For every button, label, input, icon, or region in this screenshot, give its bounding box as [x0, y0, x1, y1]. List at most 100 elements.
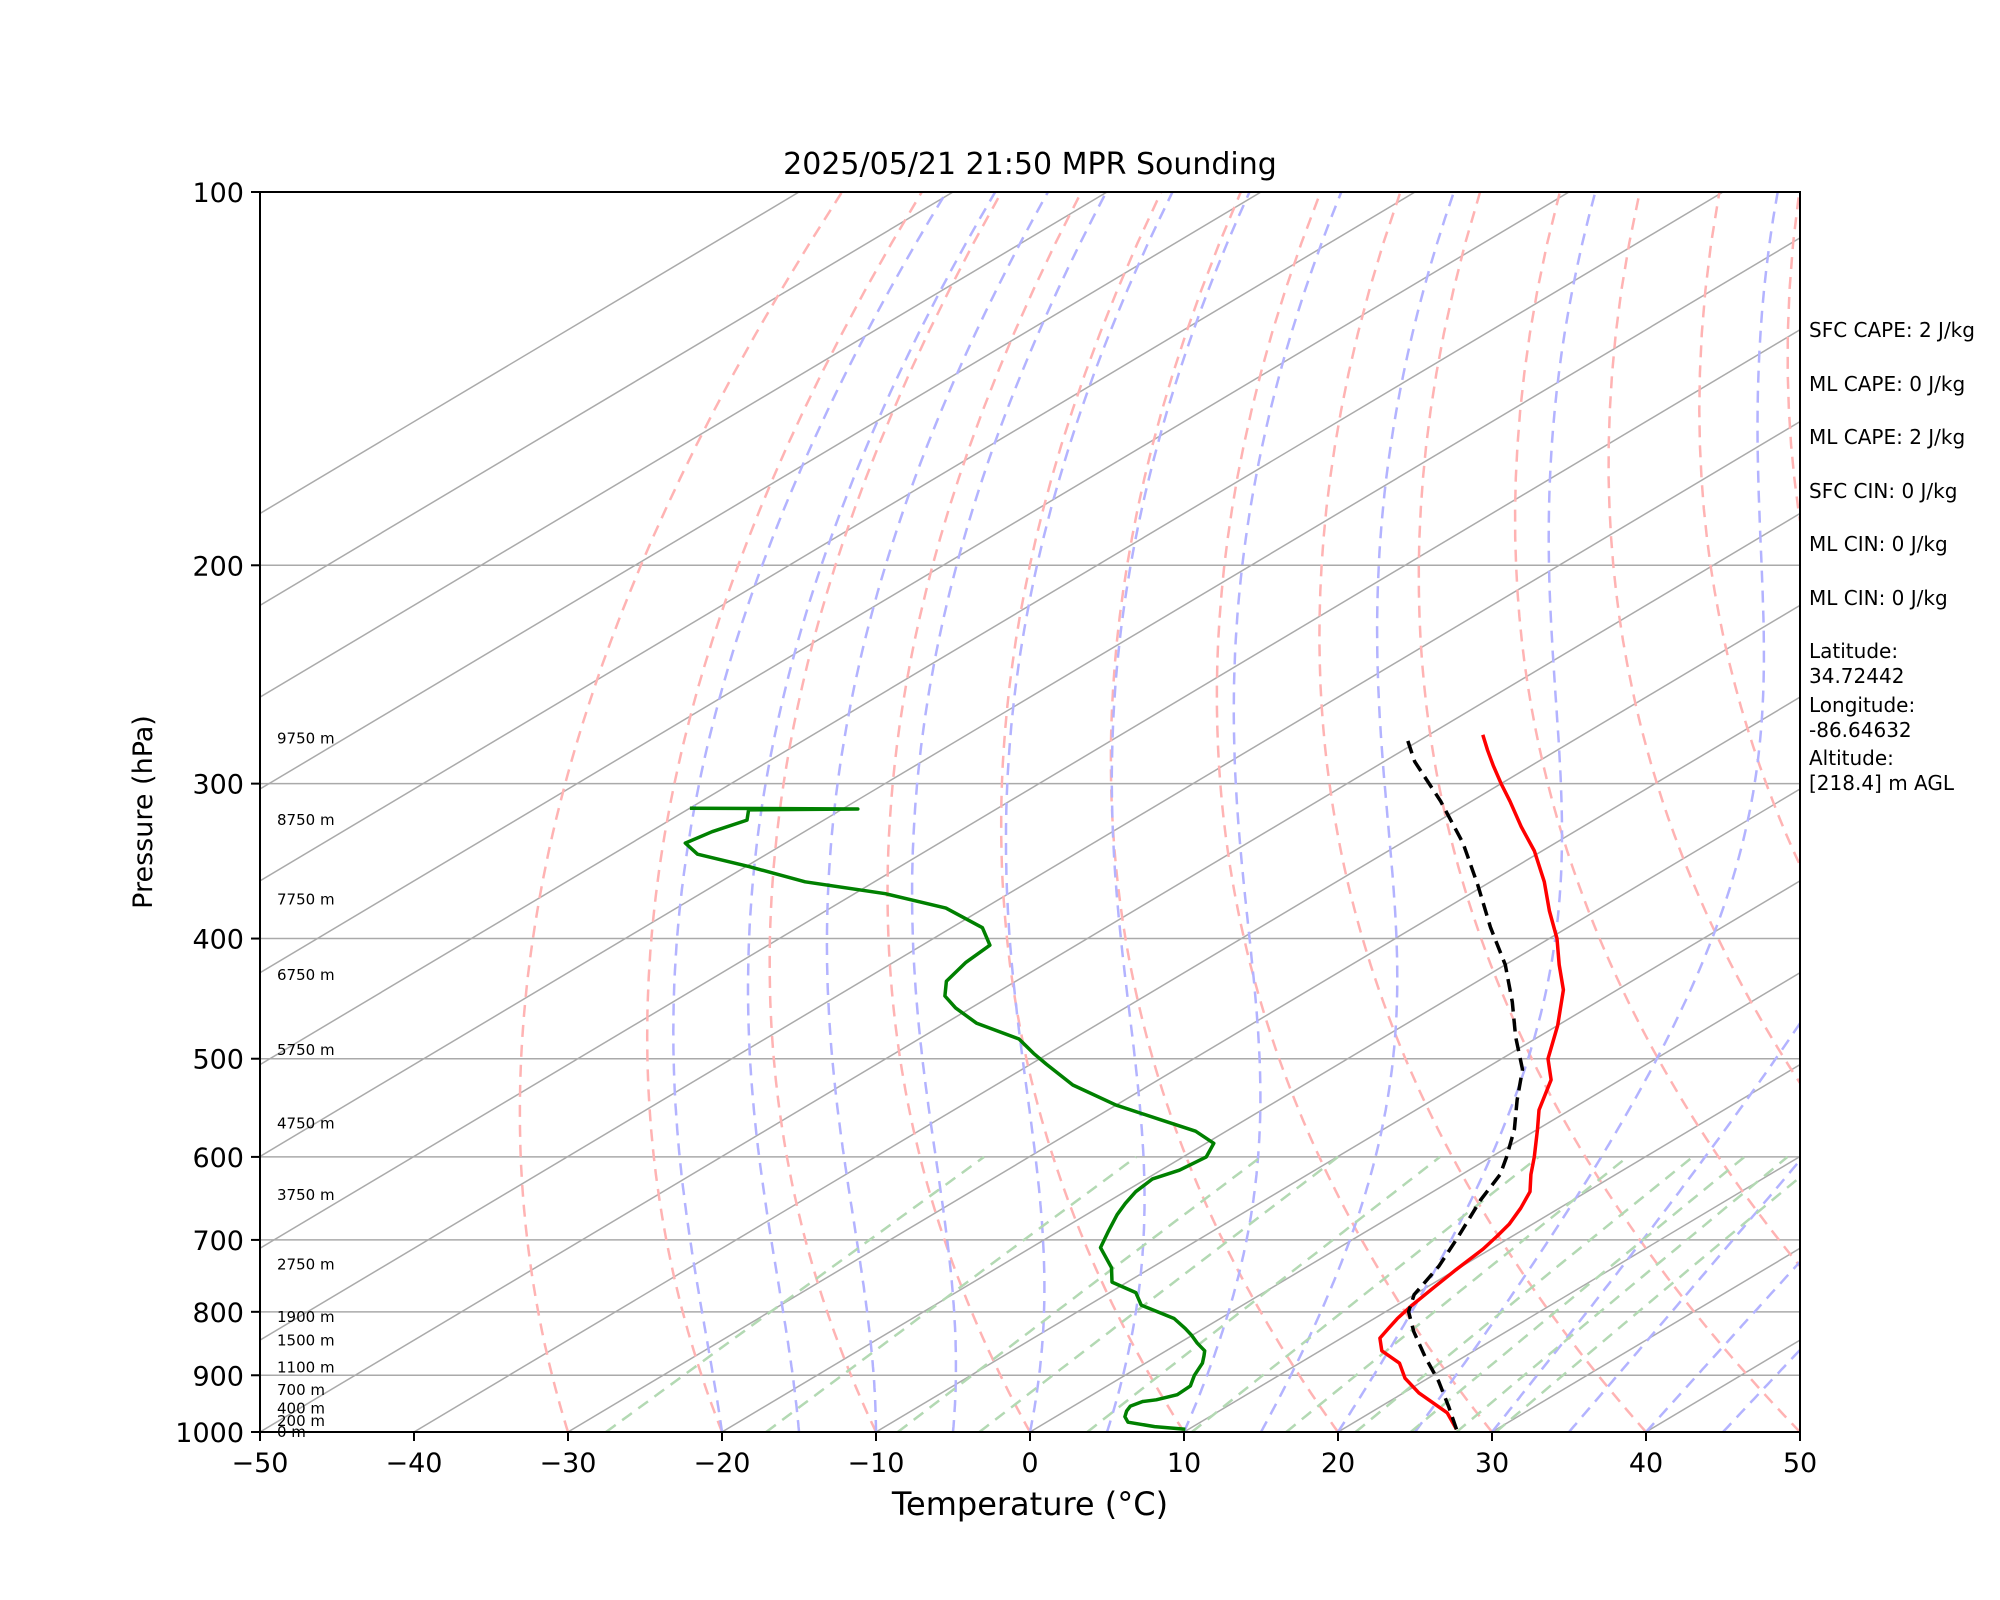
y-tick-label: 100	[192, 178, 244, 209]
height-label: 6750 m	[277, 966, 335, 984]
x-tick-label: 50	[1783, 1448, 1817, 1479]
chart-title: 2025/05/21 21:50 MPR Sounding	[783, 147, 1277, 182]
height-label: 1900 m	[277, 1308, 335, 1326]
stat-annotation: Latitude: 34.72442	[1809, 639, 1905, 688]
moist-adiabat	[1259, 192, 1456, 1432]
moist-adiabat	[1004, 192, 1174, 1432]
moist-adiabat	[910, 192, 1108, 1432]
mixing-ratio-line	[1455, 1155, 1789, 1432]
y-tick-label: 800	[192, 1298, 244, 1329]
isotherm	[1183, 1063, 1800, 1432]
isotherm	[413, 604, 1800, 1432]
height-label: 5750 m	[277, 1041, 335, 1059]
axes: −50 −40 −30 −20 −10 0 10 20 30 40 50 100 200 300 400 50…	[175, 178, 1817, 1479]
y-tick-label: 500	[192, 1045, 244, 1076]
isotherm	[260, 237, 1800, 1158]
moist-adiabat	[1105, 192, 1251, 1432]
y-tick-label: 200	[192, 551, 244, 582]
isotherm	[260, 192, 954, 607]
height-label: 7750 m	[277, 890, 335, 908]
moist-adiabat	[825, 192, 1049, 1432]
dry-adiabat	[1607, 192, 1800, 1086]
x-tick-label: −40	[386, 1448, 443, 1479]
dry-adiabat	[1318, 192, 1647, 1432]
dry-adiabat	[1417, 192, 1800, 1432]
dry-adiabat	[518, 192, 844, 1432]
isotherm	[260, 512, 1800, 1432]
height-label: 2750 m	[277, 1256, 335, 1274]
data-series	[683, 734, 1566, 1432]
x-tick-label: 10	[1167, 1448, 1201, 1479]
x-tick-label: 20	[1321, 1448, 1355, 1479]
height-label: 3750 m	[277, 1186, 335, 1204]
stat-annotation: Longitude: -86.64632	[1809, 692, 1916, 742]
x-tick-label: 0	[1021, 1448, 1038, 1479]
stat-annotation: ML CIN: 0 J/kg	[1809, 585, 1948, 610]
background-lines	[260, 192, 1800, 1432]
moist-adiabat	[1413, 192, 1779, 1432]
isotherm	[721, 788, 1800, 1432]
isotherm	[260, 192, 1570, 974]
x-axis-label: Temperature (°C)	[891, 1485, 1168, 1523]
dry-adiabat	[1698, 192, 1800, 869]
mixing-ratio-line	[1191, 1155, 1540, 1432]
dry-adiabat	[886, 192, 1083, 1432]
dry-adiabat	[999, 192, 1186, 1432]
dry-adiabat	[1215, 192, 1493, 1432]
y-tick-label: 700	[192, 1226, 244, 1257]
y-tick-label: 1000	[175, 1418, 244, 1449]
stat-annotation: ML CAPE: 2 J/kg	[1809, 425, 1966, 449]
mixing-ratio-line	[605, 1155, 985, 1432]
height-label: 700 m	[277, 1381, 325, 1399]
y-tick-label: 400	[192, 925, 244, 956]
stat-annotation: SFC CAPE: 2 J/kg	[1809, 318, 1975, 342]
x-tick-label: −10	[848, 1448, 905, 1479]
height-label: 8750 m	[277, 811, 335, 829]
height-label: 4750 m	[277, 1115, 335, 1133]
stat-annotation: Altitude: [218.4] m AGL	[1809, 746, 1955, 795]
isotherm	[1337, 1155, 1800, 1432]
mixing-ratio-line	[1285, 1155, 1629, 1432]
height-label: 9750 m	[277, 730, 335, 748]
moist-adiabat	[1182, 192, 1343, 1432]
parcel-line	[1404, 734, 1525, 1430]
moist-adiabat	[1491, 1021, 1800, 1432]
plot-frame	[259, 191, 1801, 1433]
mixing-ratio-line	[765, 1155, 1137, 1432]
x-tick-label: −30	[540, 1448, 597, 1479]
isotherm	[260, 192, 1108, 699]
y-tick-label: 900	[192, 1361, 244, 1392]
dry-adiabat	[1109, 192, 1340, 1432]
x-tick-label: 30	[1475, 1448, 1509, 1479]
isotherm	[260, 192, 800, 515]
isotherm	[260, 420, 1800, 1342]
isotherm	[260, 192, 1262, 790]
mixing-ratio-line	[897, 1155, 1262, 1432]
dewpoint-line	[683, 806, 1216, 1432]
y-axis-label: Pressure (hPa)	[128, 715, 159, 909]
x-tick-label: −20	[694, 1448, 751, 1479]
y-tick-label: 600	[192, 1143, 244, 1174]
moist-adiabat	[1336, 192, 1597, 1432]
stat-annotation: ML CIN: 0 J/kg	[1809, 532, 1948, 556]
x-tick-label: −50	[232, 1448, 289, 1479]
height-label: 1100 m	[277, 1358, 335, 1376]
isotherm	[260, 192, 1724, 1066]
y-tick-label: 300	[192, 770, 244, 801]
mixing-ratio-line	[1409, 1155, 1746, 1432]
isotherm	[260, 192, 1416, 882]
mixing-ratio-line	[978, 1155, 1339, 1432]
dry-adiabat	[645, 192, 923, 1432]
dry-adiabat	[768, 192, 1003, 1432]
x-tick-label: 40	[1629, 1448, 1663, 1479]
height-label: 1500 m	[277, 1332, 335, 1350]
temperature-line	[1378, 734, 1566, 1431]
stat-annotation: ML CAPE: 0 J/kg	[1809, 371, 1966, 396]
height-label: 200 m	[277, 1412, 325, 1430]
isotherm	[567, 696, 1800, 1432]
height-label: 400 m	[277, 1399, 325, 1417]
mixing-ratio-line	[1086, 1155, 1441, 1432]
moist-adiabat	[672, 192, 948, 1432]
